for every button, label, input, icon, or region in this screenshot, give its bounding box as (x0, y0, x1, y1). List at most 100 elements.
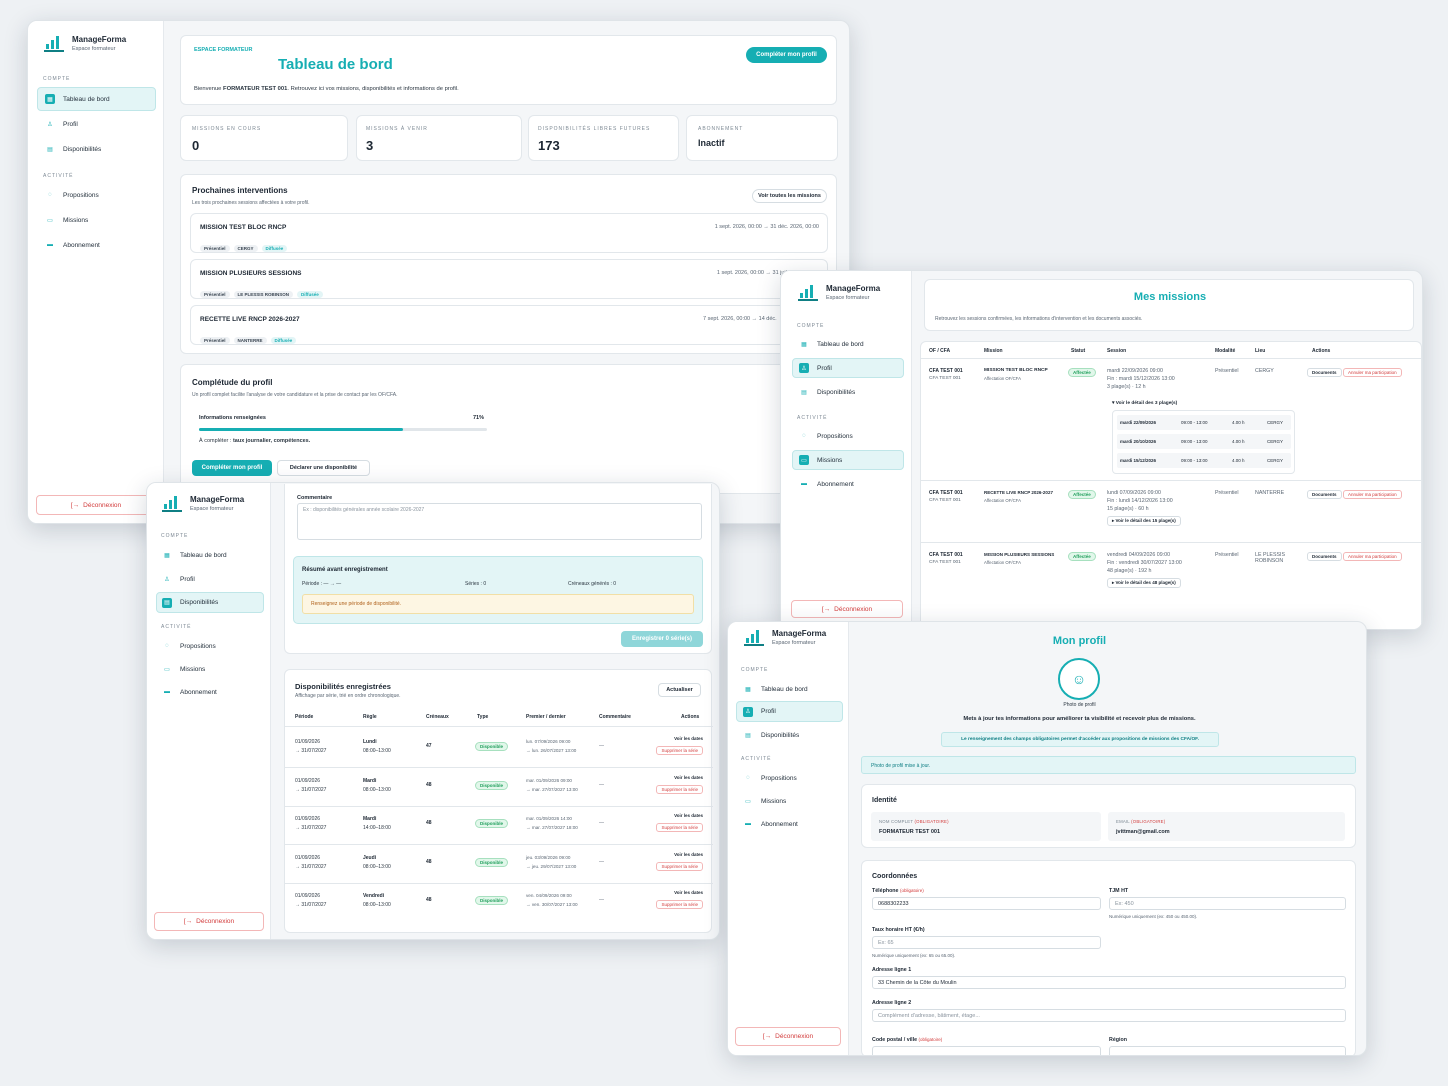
view-dates-link[interactable]: Voir les dates (674, 890, 703, 895)
mission-item[interactable]: MISSION PLUSIEURS SESSIONS 1 sept. 2026,… (190, 259, 828, 299)
slots-toggle[interactable]: ▾ Voir le détail des 3 plage(s) (1112, 401, 1178, 406)
period-start: 01/09/2026 (295, 893, 321, 899)
nav-abonnement[interactable]: ▬ Abonnement (37, 234, 156, 256)
summary-slots: Créneaux générés : 0 (568, 581, 617, 587)
declare-availability-button[interactable]: Déclarer une disponibilité (277, 460, 370, 476)
tjm-input[interactable]: Ex: 450 (1109, 897, 1346, 910)
grid-icon: ▦ (164, 552, 170, 559)
documents-button[interactable]: Documents (1307, 368, 1342, 377)
table-row: 01/09/2026 → 31/07/2027 Lundi 08:00–13:0… (285, 730, 713, 768)
view-dates-link[interactable]: Voir les dates (674, 774, 703, 780)
address2-input[interactable]: Complément d'adresse, bâtiment, étage... (872, 1009, 1346, 1022)
nav-propositions[interactable]: ◌ Propositions (736, 768, 843, 788)
first-date: lun. 07/09/2026 09:00 (526, 739, 571, 744)
complete-profile-button[interactable]: Compléter mon profil (746, 47, 827, 63)
logout-button[interactable]: [→ Déconnexion (791, 600, 903, 618)
nav-label: Abonnement (761, 820, 798, 828)
mission-aff: Affectation OF/CFA (984, 498, 1021, 503)
first-date: mar. 01/09/2026 09:00 (526, 777, 572, 783)
comment-value: — (599, 743, 604, 749)
view-dates-link[interactable]: Voir les dates (674, 736, 703, 741)
view-dates-link[interactable]: Voir les dates (674, 813, 703, 818)
logo-icon (798, 284, 818, 301)
delete-series-button[interactable]: Supprimer la série (656, 861, 703, 871)
cancel-participation-button[interactable]: Annuler ma participation (1343, 552, 1402, 561)
postal-city-input[interactable] (872, 1046, 1101, 1055)
sidebar: ManageForma Espace formateur COMPTE ▦ Tabl… (781, 271, 912, 629)
mission-item[interactable]: RECETTE LIVE RNCP 2026-2027 7 sept. 2026… (190, 305, 828, 345)
delete-series-button[interactable]: Supprimer la série (656, 746, 703, 755)
nav-profil[interactable]: ♙ Profil (156, 569, 264, 589)
nav-label: Tableau de bord (761, 685, 808, 693)
field-label: Téléphone (872, 888, 899, 894)
saved-availability-card: Disponibilités enregistrées Affichage pa… (284, 669, 713, 933)
save-series-button[interactable]: Enregistrer 0 série(s) (621, 631, 703, 647)
logout-button[interactable]: [→ Déconnexion (36, 495, 156, 515)
documents-button[interactable]: Documents (1307, 552, 1342, 561)
nav-missions[interactable]: ▭ Missions (736, 791, 843, 811)
field-value: jvittman@gmail.com (1116, 829, 1170, 835)
documents-button[interactable]: Documents (1307, 490, 1342, 499)
stat-card: MISSIONS À VENIR 3 (356, 115, 522, 161)
nav-profil[interactable]: ♙ Profil (792, 358, 904, 378)
complete-profile-button-2[interactable]: Compléter mon profil (192, 460, 272, 476)
chip: Diffusée (270, 337, 297, 344)
logout-button[interactable]: [→ Déconnexion (154, 912, 264, 931)
address1-input[interactable]: 33 Chemin de la Côte du Moulin (872, 976, 1346, 989)
view-all-missions-button[interactable]: Voir toutes les missions (752, 189, 827, 203)
divider (921, 542, 1422, 543)
delete-series-button[interactable]: Supprimer la série (656, 823, 703, 832)
nav-profil[interactable]: ♙ Profil (37, 113, 156, 135)
modality: Présentiel (1215, 490, 1239, 496)
nav-label: Disponibilités (761, 731, 800, 739)
nav-abonnement[interactable]: ▬ Abonnement (156, 682, 264, 702)
nav-dispos[interactable]: ▤ Disponibilités (37, 138, 156, 160)
cancel-participation-button[interactable]: Annuler ma participation (1343, 368, 1402, 377)
grid-icon: ▦ (801, 341, 807, 348)
nav-dispos[interactable]: ▤ Disponibilités (792, 382, 904, 402)
delete-series-button[interactable]: Supprimer la série (656, 900, 703, 909)
nav-dashboard[interactable]: ▦ Tableau de bord (37, 87, 156, 111)
nav-missions[interactable]: ▭ Missions (156, 659, 264, 679)
stat-value: 0 (192, 138, 200, 153)
slot-date: mardi 15/12/2026 (1120, 458, 1157, 463)
stat-card: DISPONIBILITÉS LIBRES FUTURES 173 (528, 115, 679, 161)
nav-dispos[interactable]: ▤ Disponibilités (736, 725, 843, 745)
missions-table: OF / CFA Mission Statut Session Modalité… (920, 341, 1422, 629)
first-date: ven. 04/09/2026 09:00 (526, 893, 572, 898)
nav-dashboard[interactable]: ▦ Tableau de bord (736, 679, 843, 699)
notice-text: Le renseignement des champs obligatoires… (961, 737, 1199, 742)
nav-missions[interactable]: ▭ Missions (37, 209, 156, 231)
stat-card: MISSIONS EN COURS 0 (180, 115, 348, 161)
nav-profil[interactable]: ♙ Profil (736, 701, 843, 722)
summary-series: Séries : 0 (465, 581, 487, 587)
delete-series-button[interactable]: Supprimer la série (656, 784, 703, 794)
nav-abonnement[interactable]: ▬ Abonnement (792, 474, 904, 494)
nav-missions[interactable]: ▭ Missions (792, 450, 904, 470)
refresh-button[interactable]: Actualiser (658, 683, 701, 697)
chip: Présentiel (200, 337, 230, 344)
comment-textarea[interactable]: Ex : disponibilités générales année scol… (297, 503, 702, 540)
phone-input[interactable]: 0688302233 (872, 897, 1101, 910)
progress-label: Informations renseignées (199, 415, 266, 421)
avatar[interactable]: ☺ (1058, 658, 1100, 700)
nav-label: Tableau de bord (63, 95, 110, 103)
cancel-participation-button[interactable]: Annuler ma participation (1343, 490, 1402, 499)
nav-propositions[interactable]: ◌ Propositions (37, 184, 156, 206)
view-dates-link[interactable]: Voir les dates (674, 851, 703, 857)
mission-item[interactable]: MISSION TEST BLOC RNCP 1 sept. 2026, 00:… (190, 213, 828, 253)
nav-propositions[interactable]: ◌ Propositions (156, 636, 264, 656)
of-sub: CFA TEST 001 (929, 498, 961, 503)
slots-toggle[interactable]: ▸ Voir le détail des 15 plage(s) (1107, 516, 1181, 526)
nav-dispos[interactable]: ▤ Disponibilités (156, 592, 264, 613)
nav-dashboard[interactable]: ▦ Tableau de bord (156, 545, 264, 565)
hourly-rate-input[interactable]: Ex: 65 (872, 936, 1101, 949)
nav-label: Disponibilités (63, 145, 102, 153)
nav-dashboard[interactable]: ▦ Tableau de bord (792, 334, 904, 354)
region-select[interactable] (1109, 1046, 1346, 1055)
nav-propositions[interactable]: ◌ Propositions (792, 426, 904, 446)
nav-abonnement[interactable]: ▬ Abonnement (736, 814, 843, 834)
slots-toggle[interactable]: ▸ Voir le détail des 48 plage(s) (1107, 578, 1181, 588)
slot-location: CERGY (1267, 458, 1284, 463)
logout-button[interactable]: [→ Déconnexion (735, 1027, 841, 1046)
